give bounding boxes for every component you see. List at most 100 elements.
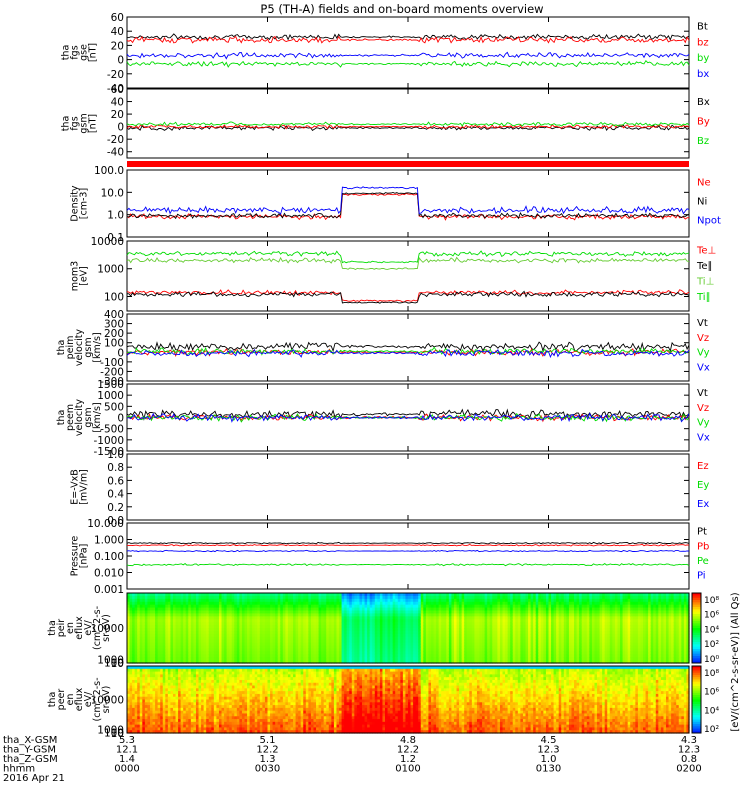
- heatmap-cell: [167, 619, 172, 623]
- heatmap-cell: [566, 613, 570, 617]
- heatmap-cell: [137, 613, 141, 617]
- heatmap-cell: [453, 654, 458, 658]
- heatmap-cell: [574, 633, 578, 638]
- heatmap-cell: [349, 595, 353, 600]
- heatmap-cell: [305, 654, 309, 658]
- heatmap-cell: [494, 628, 499, 632]
- heatmap-cell: [545, 598, 550, 603]
- heatmap-cell: [456, 630, 460, 635]
- heatmap-cell: [139, 657, 143, 661]
- heatmap-cell: [349, 642, 353, 647]
- heatmap-cell: [277, 651, 281, 655]
- heatmap-cell: [489, 601, 493, 606]
- heatmap-cell: [568, 610, 573, 615]
- heatmap-cell: [594, 660, 598, 664]
- heatmap-cell: [374, 642, 378, 647]
- heatmap-cell: [162, 657, 166, 661]
- heatmap-cell: [127, 604, 131, 609]
- heatmap-cell: [254, 636, 258, 641]
- y-tick-label: 1000: [97, 390, 124, 402]
- heatmap-cell: [433, 639, 437, 644]
- heatmap-cell: [499, 645, 504, 650]
- heatmap-cell: [566, 625, 570, 629]
- heatmap-cell: [134, 622, 138, 626]
- heatmap-cell: [221, 595, 225, 600]
- panel-frame: [126, 169, 690, 238]
- heatmap-cell: [239, 622, 243, 626]
- heatmap-cell: [612, 630, 616, 635]
- heatmap-cell: [364, 616, 368, 620]
- heatmap-cell: [190, 651, 195, 655]
- heatmap-cell: [586, 593, 590, 597]
- heatmap-cell: [190, 593, 195, 597]
- heatmap-cell: [528, 593, 532, 597]
- heatmap-cell: [313, 604, 317, 609]
- heatmap-cell: [512, 642, 516, 647]
- heatmap-cell: [229, 636, 233, 641]
- heatmap-cell: [461, 651, 465, 655]
- heatmap-cell: [290, 604, 294, 609]
- heatmap-cell: [405, 654, 409, 658]
- heatmap-cell: [489, 604, 493, 609]
- heatmap-cell: [499, 628, 504, 632]
- heatmap-cell: [456, 613, 460, 617]
- heatmap-cell: [262, 642, 266, 647]
- heatmap-cell: [492, 660, 496, 664]
- heatmap-cell: [170, 613, 174, 617]
- heatmap-cell: [241, 651, 246, 655]
- heatmap-cell: [167, 616, 172, 620]
- heatmap-cell: [551, 593, 555, 597]
- y-tick-label: -20: [107, 69, 124, 81]
- heatmap-cell: [441, 598, 445, 603]
- heatmap-cell: [599, 607, 603, 612]
- heatmap-cell: [510, 645, 514, 650]
- heatmap-cell: [397, 628, 401, 632]
- heatmap-cell: [474, 607, 478, 612]
- heatmap-cell: [226, 616, 230, 620]
- heatmap-cell: [517, 648, 521, 652]
- heatmap-cell: [323, 645, 327, 650]
- heatmap-cell: [581, 610, 585, 615]
- heatmap-cell: [425, 625, 430, 629]
- heatmap-cell: [466, 639, 470, 644]
- heatmap-cell: [346, 654, 350, 658]
- heatmap-cell: [175, 630, 179, 635]
- heatmap-cell: [359, 613, 363, 617]
- heatmap-cell: [543, 619, 547, 623]
- heatmap-cell: [489, 636, 493, 641]
- heatmap-cell: [326, 616, 330, 620]
- heatmap-cell: [211, 651, 215, 655]
- heatmap-cell: [236, 622, 240, 626]
- heatmap-cell: [369, 619, 373, 623]
- heatmap-cell: [464, 628, 468, 632]
- heatmap-cell: [385, 630, 389, 635]
- heatmap-cell: [502, 593, 506, 597]
- heatmap-cell: [331, 628, 335, 632]
- heatmap-cell: [609, 616, 613, 620]
- heatmap-cell: [574, 598, 578, 603]
- heatmap-cell: [180, 636, 184, 641]
- heatmap-cell: [195, 642, 200, 647]
- heatmap-cell: [487, 601, 491, 606]
- heatmap-cell: [469, 628, 473, 632]
- heatmap-cell: [195, 593, 200, 597]
- heatmap-cell: [617, 610, 621, 615]
- heatmap-cell: [239, 633, 243, 638]
- heatmap-cell: [160, 625, 164, 629]
- heatmap-cell: [254, 595, 258, 600]
- heatmap-cell: [270, 598, 274, 603]
- heatmap-cell: [226, 657, 230, 661]
- heatmap-cell: [395, 619, 399, 623]
- heatmap-cell: [617, 628, 621, 632]
- heatmap-cell: [308, 648, 312, 652]
- heatmap-cell: [535, 633, 539, 638]
- heatmap-cell: [321, 654, 325, 658]
- heatmap-cell: [456, 598, 460, 603]
- heatmap-cell: [502, 607, 506, 612]
- heatmap-cell: [566, 607, 570, 612]
- heatmap-cell: [469, 636, 473, 641]
- heatmap-cell: [157, 593, 161, 597]
- heatmap-cell: [254, 604, 258, 609]
- heatmap-cell: [479, 622, 483, 626]
- heatmap-cell: [129, 651, 133, 655]
